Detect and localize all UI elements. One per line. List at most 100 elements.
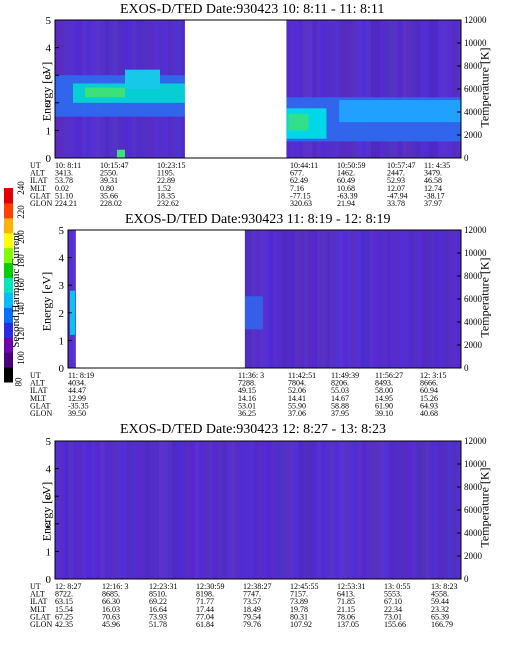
orbit-row-label: GLAT <box>30 612 51 621</box>
spectrogram-column <box>352 20 358 158</box>
spectrogram-column <box>399 230 405 368</box>
orbit-cell: 77.04 <box>196 612 214 621</box>
orbit-cell: 8666. <box>420 379 438 388</box>
spectrogram-column <box>303 230 309 368</box>
spectrogram-column <box>221 441 227 579</box>
orbit-cell: 16.64 <box>149 605 167 614</box>
spectrogram-column <box>277 230 283 368</box>
spectrogram-column <box>59 441 65 579</box>
orbit-cell: 39.10 <box>375 409 393 418</box>
panel-3-plot: 0 1 2 3 4 5 0 2000 4000 6000 8000 10000 12000 UTALTIL… <box>30 436 487 629</box>
orbit-cell: 677. <box>290 169 304 178</box>
orbit-cell: 33.78 <box>387 199 405 208</box>
spectrogram-column <box>384 441 390 579</box>
orbit-cell: 22.34 <box>384 605 402 614</box>
orbit-cell: 12:53:31 <box>337 582 365 591</box>
orbit-cell: 70.63 <box>102 612 120 621</box>
y-tick-label: 0 <box>59 363 65 375</box>
y-tick-label: 1 <box>46 125 52 137</box>
orbit-cell: 44.47 <box>68 386 86 395</box>
orbit-row-label: UT <box>30 371 41 380</box>
spectrogram-column <box>408 230 414 368</box>
spectrogram-column <box>267 441 272 579</box>
orbit-cell: 78.06 <box>337 612 355 621</box>
orbit-cell: 73.01 <box>384 612 402 621</box>
spectrogram-column <box>194 441 200 579</box>
orbit-cell: 8493. <box>375 379 393 388</box>
spectrogram-column <box>360 230 366 368</box>
spectrogram-column <box>378 230 383 368</box>
y-right-tick-label: 4000 <box>464 107 483 117</box>
orbit-cell: 13: 8:23 <box>431 582 457 591</box>
spectrogram-column <box>364 230 370 368</box>
orbit-cell: 8206. <box>331 379 349 388</box>
orbit-cell: 14.16 <box>238 394 256 403</box>
orbit-cell: 37.97 <box>424 199 442 208</box>
spectrogram-column <box>185 441 191 579</box>
orbit-cell: 12: 3:15 <box>420 371 446 380</box>
spectrogram-column <box>82 441 87 579</box>
spectrogram-column <box>104 441 110 579</box>
spectrogram-column <box>295 230 300 368</box>
orbit-cell: 36.25 <box>238 409 256 418</box>
orbit-cell: 21.15 <box>337 605 355 614</box>
orbit-cell: 11:36: 3 <box>238 371 264 380</box>
spectrogram-column <box>339 20 345 158</box>
orbit-cell: 69.22 <box>149 597 167 606</box>
y-right-tick-label: 8000 <box>464 271 483 281</box>
orbit-cell: 232.62 <box>157 199 179 208</box>
orbit-row-label: UT <box>30 161 41 170</box>
y-right-tick-label: 8000 <box>464 61 483 71</box>
y-right-tick-label: 0 <box>464 574 469 584</box>
y-right-tick-label: 4000 <box>464 317 483 327</box>
spectrogram-column <box>163 441 169 579</box>
spectrogram-column <box>109 441 114 579</box>
spectrogram-column <box>248 441 254 579</box>
spectrogram-column <box>86 441 92 579</box>
orbit-cell: 79.76 <box>243 620 261 629</box>
spectrogram-column <box>334 441 340 579</box>
spectrogram-column <box>262 441 268 579</box>
spectrogram-column <box>352 441 358 579</box>
orbit-cell: 155.66 <box>384 620 406 629</box>
orbit-cell: 12:16: 3 <box>102 582 128 591</box>
spectrogram-column <box>420 441 426 579</box>
orbit-cell: 67.10 <box>384 597 402 606</box>
orbit-row-label: ILAT <box>30 386 47 395</box>
orbit-row-label: MLT <box>30 184 46 193</box>
orbit-cell: 14.41 <box>288 394 306 403</box>
orbit-row-label: MLT <box>30 605 46 614</box>
spectrogram-band <box>85 87 125 98</box>
orbit-cell: 4034. <box>68 379 86 388</box>
spectrogram-column <box>316 20 322 158</box>
orbit-cell: 12:38:27 <box>243 582 271 591</box>
panel-1-title: EXOS-D/TED Date:930423 10: 8:11 - 11: 8:… <box>120 2 385 17</box>
spectrogram-column <box>384 20 390 158</box>
spectrogram-column <box>357 441 363 579</box>
spectrogram-column <box>294 441 299 579</box>
spectrogram-column <box>402 441 408 579</box>
orbit-cell: 13: 0:55 <box>384 582 410 591</box>
orbit-cell: 3479. <box>424 169 442 178</box>
orbit-cell: 55.03 <box>331 386 349 395</box>
spectrogram-column <box>395 230 401 368</box>
orbit-cell: 80.31 <box>290 612 308 621</box>
spectrogram-column <box>433 441 439 579</box>
orbit-cell: 58.00 <box>375 386 393 395</box>
spectrogram-column <box>375 20 381 158</box>
orbit-cell: 7.16 <box>290 184 304 193</box>
orbit-row-label: MLT <box>30 394 46 403</box>
orbit-row-label: ILAT <box>30 597 47 606</box>
spectrogram-column <box>321 230 326 368</box>
spectrogram-column <box>154 441 160 579</box>
y-right-tick-label: 0 <box>464 363 469 373</box>
orbit-cell: 12.99 <box>68 394 86 403</box>
spectrogram-column <box>388 20 394 158</box>
orbit-cell: 35.66 <box>100 191 118 200</box>
orbit-cell: 224.21 <box>55 199 77 208</box>
spectrogram-column <box>276 441 281 579</box>
spectrogram-column <box>402 20 408 158</box>
spectrogram-column <box>136 441 142 579</box>
orbit-cell: 60.49 <box>337 176 355 185</box>
y-tick-label: 4 <box>59 253 65 265</box>
